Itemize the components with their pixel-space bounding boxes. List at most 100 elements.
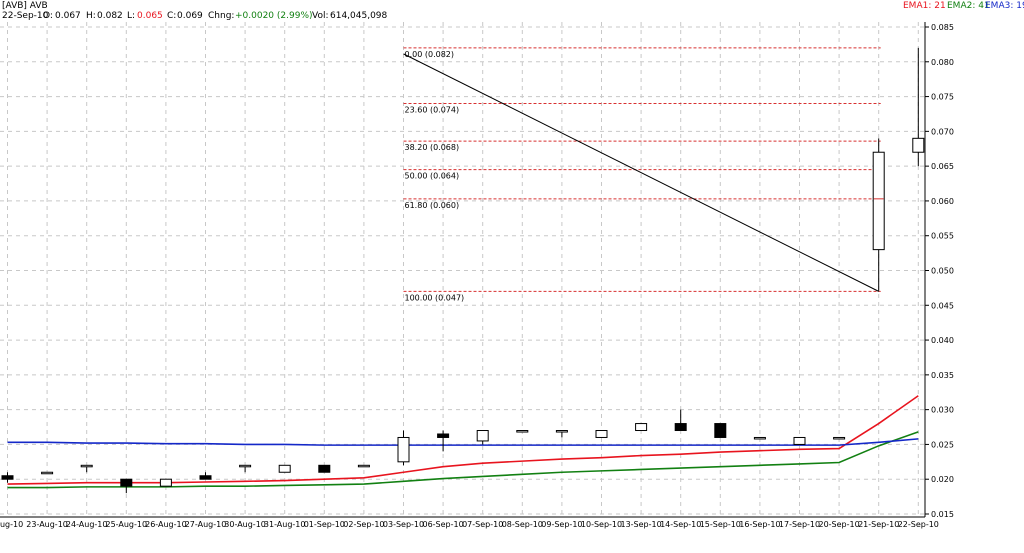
candle-body [595, 430, 608, 438]
y-tick-label: 0.075 [931, 93, 954, 102]
candle-body [516, 430, 529, 433]
candle-body [120, 478, 133, 487]
y-tick-label: 0.035 [931, 371, 954, 380]
y-tick-label: 0.040 [931, 336, 954, 345]
x-tick-label: 03-Sep-10 [383, 520, 424, 529]
fib-trendline [403, 53, 879, 292]
y-tick-label: 0.045 [931, 301, 954, 310]
x-tick-label: 13-Sep-10 [620, 520, 661, 529]
change-label: Chng: [208, 11, 235, 21]
candle [318, 464, 331, 473]
x-tick-label: 09-Sep-10 [541, 520, 582, 529]
candle [476, 430, 489, 445]
candle-body [41, 471, 54, 475]
y-tick-label: 0.060 [931, 197, 954, 206]
candle [120, 478, 133, 494]
y-tick-label: 0.050 [931, 267, 954, 276]
x-tick-label: 24-Aug-10 [66, 520, 108, 529]
open-value: 0.067 [55, 11, 81, 21]
volume-label: Vol: [312, 11, 329, 21]
fib-level-label: 23.60 (0.074) [405, 106, 460, 115]
fib-level-label: 50.00 (0.064) [405, 172, 460, 181]
y-tick-label: 0.085 [931, 23, 954, 32]
candle-body [397, 436, 410, 463]
candle [793, 436, 806, 445]
candle-body [753, 436, 766, 440]
ema2-line [7, 431, 919, 489]
candle [278, 464, 291, 473]
low-value: 0.065 [137, 11, 163, 21]
open-label: O: [43, 11, 53, 21]
candle-body [199, 475, 212, 480]
close-value: 0.069 [177, 11, 203, 21]
x-tick-label: 07-Sep-10 [462, 520, 503, 529]
x-tick-label: -Aug-10 [0, 520, 23, 529]
candle-body [239, 464, 252, 468]
candle-body [437, 433, 450, 438]
y-tick-label: 0.020 [931, 475, 954, 484]
fib-level-label: 100.00 (0.047) [405, 293, 465, 302]
y-tick-label: 0.065 [931, 162, 954, 171]
candle [159, 478, 172, 487]
x-tick-label: 06-Sep-10 [422, 520, 463, 529]
ema3-line [7, 438, 919, 446]
date-label: 22-Sep-10 [2, 11, 49, 21]
candle [674, 409, 687, 432]
candle [833, 436, 846, 440]
x-tick-label: 20-Sep-10 [818, 520, 859, 529]
candle-body [476, 430, 489, 442]
candle [239, 464, 252, 473]
candle-body [714, 423, 727, 438]
candle [1, 472, 14, 483]
low-label: L: [127, 11, 136, 21]
high-label: H: [86, 11, 96, 21]
candle-body [872, 151, 885, 251]
x-tick-label: 10-Sep-10 [581, 520, 622, 529]
x-tick-label: 17-Sep-10 [779, 520, 820, 529]
candle [516, 430, 529, 433]
candle-body [674, 423, 687, 432]
fib-level-label: 38.20 (0.068) [405, 143, 460, 152]
candle-body [1, 475, 14, 480]
volume-value: 614,045,098 [330, 11, 388, 21]
change-value: +0.0020 (2.99%) [235, 11, 313, 21]
candle-body [159, 478, 172, 487]
x-tick-label: 08-Sep-10 [502, 520, 543, 529]
x-tick-label: 27-Aug-10 [185, 520, 227, 529]
candle [714, 423, 727, 438]
y-tick-label: 0.030 [931, 406, 954, 415]
close-label: C: [167, 11, 177, 21]
candle-body [833, 436, 846, 440]
y-tick-label: 0.055 [931, 232, 954, 241]
candle [912, 47, 925, 167]
candle [555, 430, 568, 438]
candle [595, 430, 608, 438]
y-tick-label: 0.015 [931, 510, 954, 519]
candle [80, 464, 93, 473]
candle-body [278, 464, 291, 473]
ema2-legend: EMA2: 41 [947, 1, 990, 11]
candle [753, 436, 766, 440]
y-tick-label: 0.080 [931, 58, 954, 67]
x-tick-label: 25-Aug-10 [106, 520, 148, 529]
chart-header: [AVB] AVB 22-Sep-10 O: 0.067 H: 0.082 L:… [0, 0, 1024, 22]
candle [199, 472, 212, 480]
ema1-line [7, 395, 919, 485]
candle-body [357, 464, 370, 468]
candle-body [912, 137, 925, 153]
x-tick-label: 23-Aug-10 [26, 520, 68, 529]
x-tick-label: 16-Sep-10 [739, 520, 780, 529]
fib-level-label: 61.80 (0.060) [405, 201, 460, 210]
candle-body [635, 423, 648, 432]
ema1-legend: EMA1: 21 [903, 1, 946, 11]
x-tick-label: 02-Sep-10 [343, 520, 384, 529]
symbol-label: [AVB] AVB [2, 1, 48, 11]
high-value: 0.082 [97, 11, 123, 21]
x-tick-label: 31-Aug-10 [264, 520, 306, 529]
y-tick-label: 0.025 [931, 440, 954, 449]
x-tick-label: 15-Sep-10 [700, 520, 741, 529]
x-tick-label: 01-Sep-10 [304, 520, 345, 529]
x-tick-label: 14-Sep-10 [660, 520, 701, 529]
x-tick-label: 21-Sep-10 [858, 520, 899, 529]
